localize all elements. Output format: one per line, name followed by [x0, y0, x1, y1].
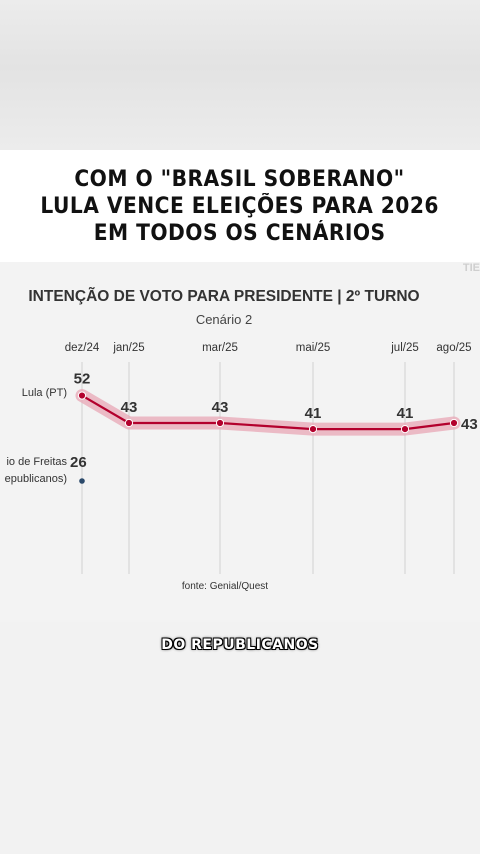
series-line [81, 394, 455, 431]
caption-text: DO REPUBLICANOS [161, 637, 319, 653]
data-point [124, 418, 134, 428]
headline-line-2: LULA VENCE ELEIÇÕES PARA 2026 [40, 193, 440, 219]
chart-source: fonte: Genial/Quest [182, 581, 268, 592]
chart-subtitle: Cenário 2 [196, 312, 252, 327]
bottom-background [0, 622, 480, 854]
headline-banner: COM O "BRASIL SOBERANO" LULA VENCE ELEIÇ… [0, 150, 480, 262]
subtitle-caption: DO REPUBLICANOS [0, 636, 480, 654]
x-tick-label: mai/25 [296, 342, 331, 354]
data-point [77, 391, 87, 400]
data-label: 43 [121, 399, 138, 416]
label-layer: dez/24 jan/25 mar/25 mai/25 jul/25 ago/25 52 43… [5, 342, 478, 485]
data-label: 52 [74, 371, 91, 388]
x-tick-label: dez/24 [65, 342, 100, 354]
x-tick-label: jan/25 [112, 342, 144, 354]
watermark-logo: TIE [462, 262, 480, 274]
grid-layer [81, 362, 455, 574]
data-point [400, 425, 410, 434]
headline-line-1: COM O "BRASIL SOBERANO" [74, 166, 406, 192]
data-point [308, 425, 318, 434]
headline-line-3: EM TODOS OS CENÁRIOS [94, 220, 386, 246]
data-label: 41 [397, 405, 414, 422]
chart-panel [0, 262, 480, 622]
x-tick-label: ago/25 [436, 342, 471, 354]
data-label: 26 [70, 454, 87, 471]
series-label-lula: Lula (PT) [22, 387, 67, 399]
data-label: 43 [212, 399, 229, 416]
poll-line-chart: INTENÇÃO DE VOTO PARA PRESIDENTE | 2º TU… [5, 287, 478, 592]
blurred-video-background [0, 0, 480, 150]
chart-title: INTENÇÃO DE VOTO PARA PRESIDENTE | 2º TU… [28, 287, 419, 305]
data-point [215, 418, 225, 428]
data-label: 41 [305, 405, 322, 422]
series-label-opponent: epublicanos) [5, 473, 67, 485]
x-tick-label: mar/25 [202, 342, 238, 354]
data-point [79, 478, 85, 484]
data-point [449, 418, 459, 428]
data-label: 43 [461, 416, 478, 433]
line-layer [77, 391, 459, 484]
series-label-opponent: io de Freitas [6, 456, 67, 468]
x-tick-label: jul/25 [390, 342, 419, 354]
